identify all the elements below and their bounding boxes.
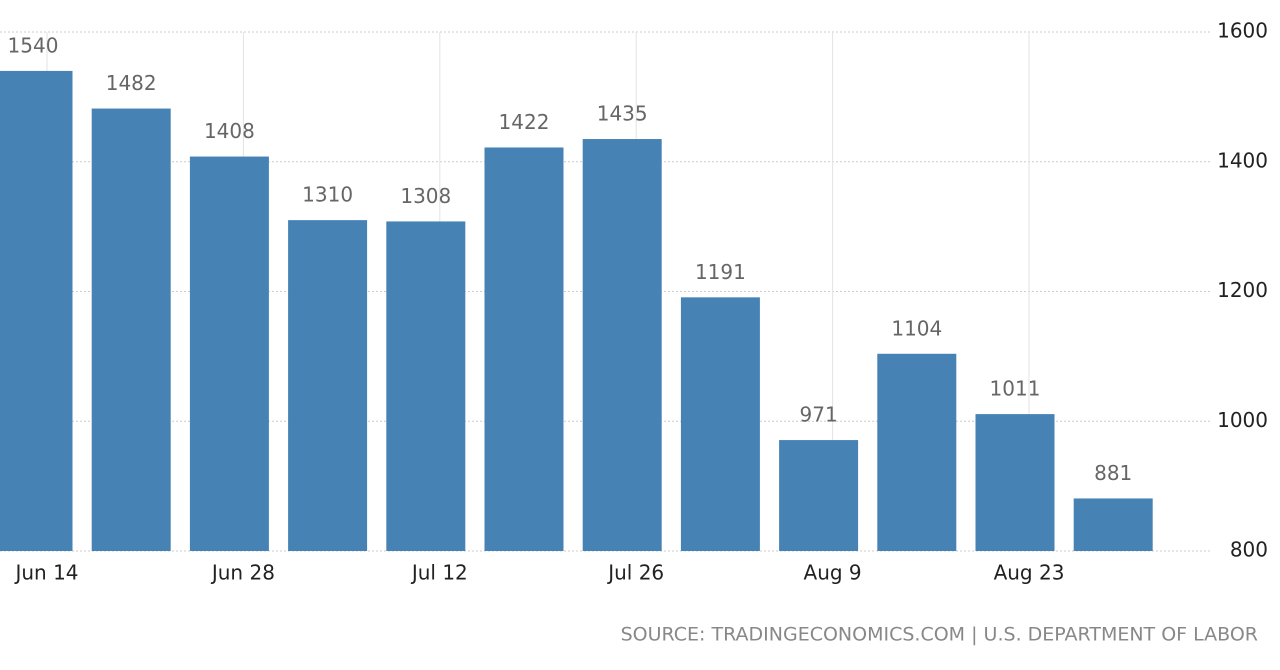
value-label: 1104 <box>891 316 942 340</box>
value-label: 1435 <box>597 102 648 126</box>
value-label: 1308 <box>400 184 451 208</box>
value-label: 1310 <box>302 183 353 207</box>
y-tick-label: 1600 <box>1217 19 1268 43</box>
bar <box>386 221 466 551</box>
y-tick-label: 800 <box>1230 538 1268 562</box>
x-tick-label: Jun 14 <box>13 561 78 585</box>
value-label: 971 <box>800 403 838 427</box>
value-label: 1191 <box>695 260 746 284</box>
x-tick-label: Aug 9 <box>804 561 862 585</box>
x-tick-label: Jun 28 <box>210 561 275 585</box>
value-label: 1408 <box>204 119 255 143</box>
value-label: 881 <box>1094 461 1132 485</box>
bar <box>189 156 269 551</box>
bar <box>680 297 760 551</box>
source: SOURCE: TRADINGECONOMICS.COM | U.S. DEPA… <box>621 624 1258 646</box>
bar <box>582 139 662 551</box>
bar <box>288 220 368 551</box>
bar <box>91 108 171 552</box>
bar <box>0 70 73 552</box>
y-tick-label: 1400 <box>1217 148 1268 172</box>
y-tick-label: 1200 <box>1217 278 1268 302</box>
bar <box>877 353 957 551</box>
bar <box>779 440 859 551</box>
value-label: 1011 <box>990 377 1041 401</box>
value-label: 1422 <box>499 110 550 134</box>
x-tick-label: Jul 12 <box>410 561 468 585</box>
bar <box>975 414 1055 551</box>
bar <box>484 147 564 552</box>
y-tick-label: 1000 <box>1217 408 1268 432</box>
value-label: 1482 <box>106 71 157 95</box>
x-tick-label: Jul 26 <box>606 561 664 585</box>
bar <box>1073 498 1153 551</box>
value-label: 1540 <box>8 33 59 57</box>
x-tick-label: Aug 23 <box>994 561 1065 585</box>
